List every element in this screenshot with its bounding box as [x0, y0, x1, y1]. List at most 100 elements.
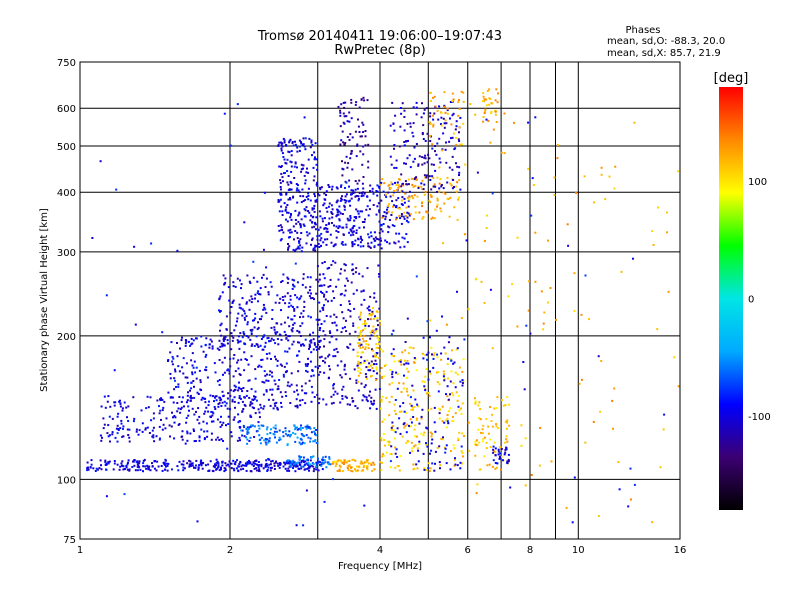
data-point: [258, 464, 261, 467]
data-point: [485, 418, 488, 420]
data-point: [345, 226, 348, 229]
data-point: [248, 308, 251, 311]
data-point: [164, 427, 167, 430]
data-point: [505, 435, 508, 438]
data-point: [525, 324, 528, 327]
data-point: [298, 191, 301, 194]
data-point: [428, 394, 431, 397]
data-point: [420, 188, 423, 191]
data-point: [141, 430, 144, 433]
data-point: [222, 394, 225, 397]
data-point: [325, 194, 327, 196]
data-point: [380, 400, 383, 403]
data-point: [527, 121, 530, 124]
data-point: [258, 293, 261, 295]
data-point: [218, 339, 221, 342]
data-point: [425, 469, 428, 472]
data-point: [461, 402, 464, 405]
data-point: [297, 245, 300, 248]
data-point: [239, 461, 242, 464]
data-point: [405, 140, 407, 143]
data-point: [312, 215, 315, 218]
data-point: [284, 302, 287, 305]
data-point: [290, 213, 292, 215]
data-point: [255, 399, 258, 402]
data-point: [379, 237, 382, 240]
data-point: [184, 376, 187, 379]
data-point: [252, 465, 255, 467]
data-point: [476, 171, 479, 174]
data-point: [405, 431, 408, 434]
data-point: [375, 343, 378, 346]
data-point: [219, 421, 222, 424]
data-point: [395, 159, 398, 162]
data-point: [390, 395, 393, 398]
data-point: [360, 290, 363, 293]
data-point: [308, 211, 311, 214]
data-point: [340, 331, 343, 334]
data-point: [283, 202, 286, 205]
data-point: [261, 424, 264, 427]
data-point: [289, 231, 292, 234]
data-point: [311, 221, 314, 224]
data-point: [443, 446, 446, 449]
data-point: [393, 144, 396, 146]
data-point: [327, 184, 330, 186]
data-point: [302, 309, 305, 312]
y-tick-label: 300: [57, 248, 76, 259]
data-point: [217, 403, 220, 405]
data-point: [490, 110, 493, 113]
data-point: [457, 101, 460, 104]
data-point: [369, 369, 372, 372]
data-point: [357, 244, 360, 247]
data-point: [279, 179, 282, 182]
data-point: [361, 399, 364, 402]
data-point: [185, 417, 188, 419]
data-point: [236, 277, 239, 280]
data-point: [249, 461, 252, 464]
data-point: [448, 336, 451, 339]
data-point: [292, 459, 295, 462]
data-point: [259, 293, 262, 296]
data-point: [248, 280, 251, 283]
data-point: [228, 460, 231, 463]
data-point: [349, 219, 352, 222]
data-point: [258, 427, 261, 430]
data-point: [244, 318, 246, 321]
data-point: [342, 141, 345, 144]
data-point: [239, 340, 242, 343]
data-point: [266, 469, 269, 471]
colorbar-tick-label: 0: [748, 295, 754, 306]
data-point: [482, 92, 485, 94]
data-point: [505, 427, 508, 430]
data-point: [292, 283, 294, 286]
data-point: [323, 217, 326, 220]
data-point: [156, 460, 159, 463]
data-point: [398, 207, 401, 210]
data-point: [364, 322, 366, 325]
data-point: [142, 459, 145, 462]
data-point: [290, 231, 293, 234]
data-point: [264, 308, 267, 311]
data-point: [453, 206, 456, 209]
data-point: [279, 239, 282, 242]
data-point: [339, 272, 342, 275]
data-point: [438, 182, 441, 185]
data-point: [363, 99, 366, 102]
data-point: [318, 340, 321, 343]
data-point: [292, 340, 295, 343]
chart-subtitle: RwPretec (8p): [334, 43, 425, 58]
data-point: [224, 281, 227, 284]
data-point: [309, 199, 312, 202]
data-point: [254, 297, 256, 300]
data-point: [432, 176, 435, 179]
data-point: [397, 207, 400, 210]
data-point: [106, 432, 109, 435]
data-point: [438, 137, 441, 140]
data-point: [363, 386, 366, 389]
data-point: [300, 442, 303, 445]
data-point: [410, 425, 412, 428]
data-point: [389, 124, 392, 127]
data-point: [353, 307, 356, 310]
data-point: [431, 147, 434, 150]
